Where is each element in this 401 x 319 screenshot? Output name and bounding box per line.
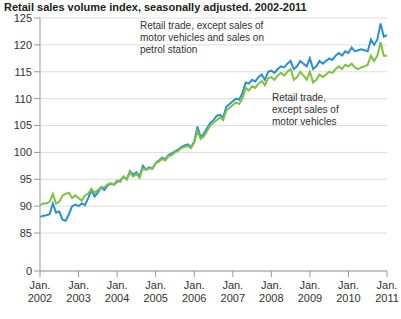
svg-text:Jan.2011: Jan.2011	[375, 279, 393, 304]
svg-text:Jan.2007: Jan.2007	[221, 279, 245, 304]
svg-text:Jan.2008: Jan.2008	[259, 279, 283, 304]
svg-text:Jan.2002: Jan.2002	[28, 279, 52, 304]
svg-text:110: 110	[14, 93, 32, 105]
svg-text:125: 125	[14, 12, 32, 24]
svg-text:115: 115	[14, 66, 32, 78]
html-text:Retail sales volume index, sea: Retail sales volume index, seasonally ad…	[4, 1, 307, 13]
svg-text:Jan.2006: Jan.2006	[182, 279, 206, 304]
html-text:Retail trade, except sales of: Retail trade, except sales of motor vehi…	[272, 92, 339, 127]
svg-text:0: 0	[26, 265, 32, 277]
svg-text:Jan.2009: Jan.2009	[298, 279, 322, 304]
svg-text:Jan.2005: Jan.2005	[143, 279, 167, 304]
svg-text:90: 90	[20, 200, 32, 212]
svg-text:Jan.2004: Jan.2004	[105, 279, 129, 304]
svg-text:85: 85	[20, 227, 32, 239]
html-text:Retail trade, except sales of: Retail trade, except sales of motor vehi…	[140, 20, 264, 55]
svg-text:95: 95	[20, 173, 32, 185]
svg-text:105: 105	[14, 119, 32, 131]
svg-text:120: 120	[14, 39, 32, 51]
svg-text:Jan.2003: Jan.2003	[66, 279, 90, 304]
svg-text:Jan.2010: Jan.2010	[336, 279, 360, 304]
svg-text:100: 100	[14, 146, 32, 158]
